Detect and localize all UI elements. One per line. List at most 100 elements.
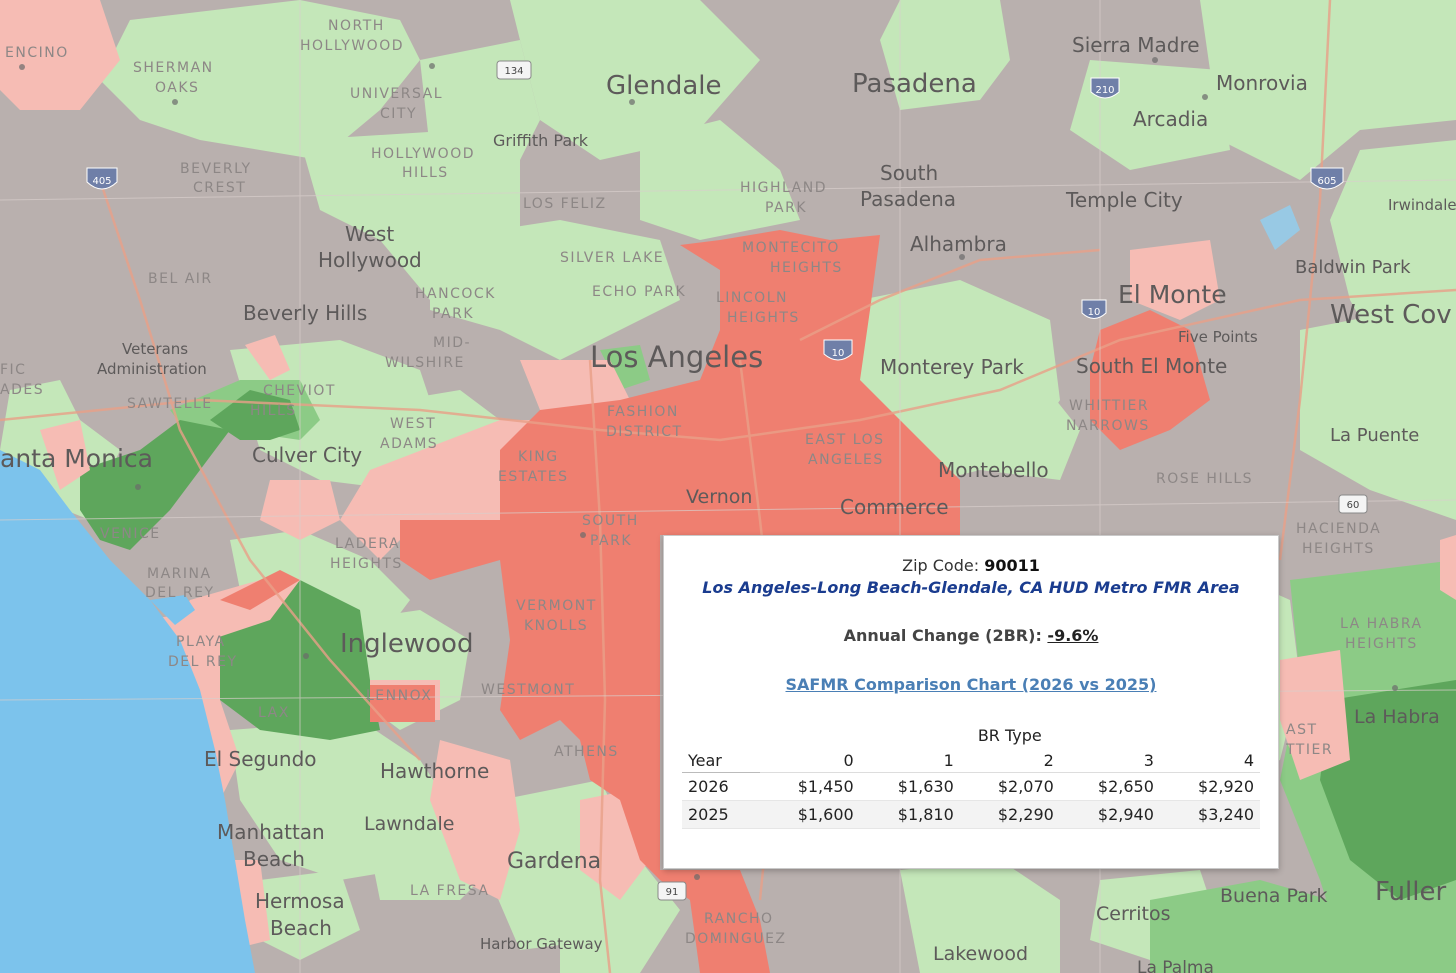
safmr-chart-link[interactable]: SAFMR Comparison Chart (2026 vs 2025)	[785, 675, 1157, 694]
rent-cell: $2,650	[1097, 777, 1154, 796]
annual-change-label: Annual Change (2BR):	[843, 626, 1042, 645]
svg-text:10: 10	[832, 348, 845, 359]
table-row: 2026 $1,450 $1,630 $2,070 $2,650 $2,920	[682, 773, 1260, 801]
shield-91: 91	[657, 881, 687, 901]
zip-label: Zip Code:	[902, 556, 980, 575]
place-dots	[19, 57, 1398, 880]
label-pasadena: Pasadena	[852, 69, 977, 99]
label-westmont: WESTMONT	[481, 682, 575, 698]
label-montecito-1: MONTECITO	[742, 240, 840, 256]
rent-cell: $1,630	[897, 777, 954, 796]
label-hermosa-1: Hermosa	[255, 889, 345, 913]
row-year: 2026	[688, 777, 729, 796]
label-bel-air: BEL AIR	[148, 271, 213, 287]
reservoir	[1260, 205, 1300, 250]
label-fashion-2: DISTRICT	[606, 424, 683, 440]
highway-shields: 134 405 210 605 10 10 60 91	[86, 60, 1368, 901]
label-hawthorne: Hawthorne	[380, 759, 489, 783]
rent-cell: $1,600	[759, 800, 860, 829]
rent-cell: $1,450	[797, 777, 854, 796]
rent-cell: $1,810	[859, 800, 960, 829]
label-west-adams-2: ADAMS	[380, 436, 438, 452]
svg-text:134: 134	[504, 66, 523, 77]
label-sierra-madre: Sierra Madre	[1072, 33, 1200, 57]
label-lax: LAX	[258, 705, 290, 721]
label-sawtelle: SAWTELLE	[127, 396, 213, 412]
svg-text:60: 60	[1347, 500, 1360, 511]
label-beverly-crest-2: CREST	[193, 180, 246, 196]
rent-cell: $2,290	[959, 800, 1060, 829]
label-whittier-1: WHITTIER	[1069, 398, 1149, 414]
label-lhh-1: LA HABRA	[1340, 616, 1423, 632]
label-vermont-2: KNOLLS	[524, 618, 588, 634]
label-beverly-crest-1: BEVERLY	[180, 161, 252, 177]
label-echo-park: ECHO PARK	[592, 284, 686, 300]
fill-red-regions	[220, 230, 1210, 973]
label-ela-1: EAST LOS	[805, 432, 885, 448]
label-fullerton: Fuller	[1375, 877, 1446, 907]
col-header: 1	[859, 749, 960, 773]
label-arcadia: Arcadia	[1133, 107, 1208, 131]
row-year: 2025	[682, 800, 760, 829]
label-hacienda-1: HACIENDA	[1296, 521, 1381, 537]
label-vermont-1: VERMONT	[516, 598, 597, 614]
label-venice: VENICE	[100, 526, 161, 542]
label-commerce: Commerce	[840, 495, 949, 519]
label-hollywood-hills-2: HILLS	[402, 165, 449, 181]
annual-change-line: Annual Change (2BR): -9.6%	[664, 626, 1278, 645]
label-east-whittier-1: AST	[1286, 722, 1318, 738]
label-west-hollywood-1: West	[345, 222, 394, 246]
label-el-monte: El Monte	[1118, 280, 1227, 309]
annual-change-value: -9.6%	[1047, 626, 1099, 645]
label-fic: FIC	[0, 362, 26, 378]
shield-60: 60	[1338, 494, 1368, 514]
label-baldwin-park: Baldwin Park	[1295, 257, 1411, 278]
label-rancho-1: RANCHO	[704, 911, 774, 927]
rent-table: BR Type Year 0 1 2 3 4 2026 $1,450 $1,63…	[682, 726, 1260, 829]
label-north-hollywood-2: HOLLYWOOD	[300, 38, 404, 54]
svg-text:210: 210	[1095, 85, 1114, 96]
label-fashion-1: FASHION	[607, 404, 679, 420]
label-culver-city: Culver City	[252, 443, 362, 467]
label-alhambra: Alhambra	[910, 232, 1007, 256]
label-la-palma: La Palma	[1137, 958, 1214, 973]
col-header: 2	[959, 749, 1060, 773]
label-temple-city: Temple City	[1065, 188, 1183, 212]
label-buena-park: Buena Park	[1220, 885, 1328, 907]
zip-tooltip: Zip Code: 90011 Los Angeles-Long Beach-G…	[663, 535, 1279, 869]
label-universal-city-1: UNIVERSAL	[350, 86, 443, 102]
label-ades: ADES	[0, 382, 44, 398]
label-gardena: Gardena	[507, 849, 601, 874]
label-cerritos: Cerritos	[1096, 903, 1171, 925]
label-glendale: Glendale	[606, 71, 722, 101]
label-sherman-oaks-1: SHERMAN	[133, 60, 214, 76]
fmr-area: Los Angeles-Long Beach-Glendale, CA HUD …	[702, 578, 1240, 597]
label-universal-city-2: CITY	[380, 106, 417, 122]
label-mid-wilshire-2: WILSHIRE	[385, 355, 465, 371]
label-monterey-park: Monterey Park	[880, 355, 1024, 379]
label-montecito-2: HEIGHTS	[770, 260, 843, 276]
rent-cell: $2,940	[1059, 800, 1160, 829]
label-mid-wilshire-1: MID-	[433, 335, 471, 351]
label-los-angeles: Los Angeles	[590, 340, 763, 374]
label-north-hollywood-1: NORTH	[328, 18, 385, 34]
label-five-points: Five Points	[1178, 328, 1258, 346]
label-king-2: ESTATES	[498, 469, 568, 485]
label-south-park-1: SOUTH	[582, 513, 639, 529]
label-cheviot-2: HILLS	[250, 403, 297, 419]
label-lakewood: Lakewood	[933, 943, 1028, 965]
shield-210: 210	[1090, 77, 1120, 99]
rent-cell: $2,070	[997, 777, 1054, 796]
label-playa-1: PLAYA	[176, 634, 226, 650]
label-ladera-1: LADERA	[335, 536, 400, 552]
label-west-covina: West Cov	[1330, 300, 1452, 330]
label-ladera-2: HEIGHTS	[330, 556, 403, 572]
label-whittier-2: NARROWS	[1066, 418, 1150, 434]
label-lhh-2: HEIGHTS	[1345, 636, 1418, 652]
label-south-park-2: PARK	[590, 533, 632, 549]
label-manhattan-1: Manhattan	[217, 820, 325, 844]
label-harbor-gateway: Harbor Gateway	[480, 935, 603, 953]
col-header: 0	[759, 749, 860, 773]
